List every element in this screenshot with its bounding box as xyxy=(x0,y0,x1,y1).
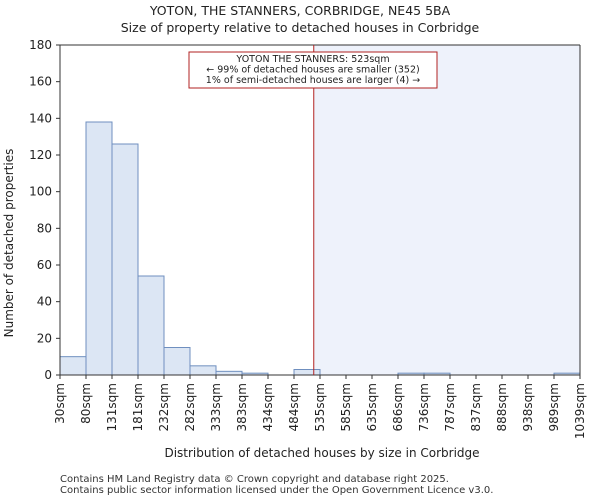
x-tick-label: 535sqm xyxy=(313,383,327,431)
annotation-line-3: 1% of semi-detached houses are larger (4… xyxy=(206,75,420,86)
footer-line-1: Contains HM Land Registry data © Crown c… xyxy=(60,474,449,485)
y-tick-label: 80 xyxy=(37,221,52,235)
histogram-bar xyxy=(293,369,321,376)
y-tick-label: 0 xyxy=(44,368,52,382)
histogram-bar xyxy=(189,365,217,376)
x-tick-label: 383sqm xyxy=(235,383,249,431)
x-tick-label: 837sqm xyxy=(469,383,483,431)
x-tick-label: 1039sqm xyxy=(573,383,587,439)
histogram-bar xyxy=(111,143,139,376)
x-axis-label: Distribution of detached houses by size … xyxy=(164,446,479,460)
x-tick-label: 434sqm xyxy=(261,383,275,431)
histogram-bar xyxy=(137,275,165,376)
axes-layer: 0 20 40 60 80 100 120 140 160 180 30sqm 80sqm 131sqm… xyxy=(29,38,587,439)
x-tick-label: 736sqm xyxy=(417,383,431,431)
y-tick-label: 100 xyxy=(29,185,52,199)
x-tick-label: 232sqm xyxy=(157,383,171,431)
y-tick-label: 20 xyxy=(37,331,52,345)
y-tick-label: 140 xyxy=(29,111,52,125)
x-tick-label: 131sqm xyxy=(105,383,119,431)
annotation-box xyxy=(188,51,438,89)
x-tick-label: 989sqm xyxy=(547,383,561,431)
x-tick-label: 181sqm xyxy=(131,383,145,431)
y-tick-label: 120 xyxy=(29,148,52,162)
y-tick-label: 180 xyxy=(29,38,52,52)
footer-line-2: Contains public sector information licen… xyxy=(60,485,494,496)
annotation-layer: YOTON THE STANNERS: 523sqm← 99% of detac… xyxy=(188,51,438,89)
x-tick-label: 80sqm xyxy=(79,383,93,424)
x-tick-label: 888sqm xyxy=(495,383,509,431)
histogram-bar xyxy=(85,121,113,376)
larger-region-highlight xyxy=(313,45,580,375)
y-tick-label: 40 xyxy=(37,295,52,309)
x-tick-label: 30sqm xyxy=(53,383,67,424)
x-tick-label: 282sqm xyxy=(183,383,197,431)
x-tick-label: 787sqm xyxy=(443,383,457,431)
x-tick-label: 585sqm xyxy=(339,383,353,431)
histogram-bar xyxy=(59,356,87,376)
x-tick-label: 484sqm xyxy=(287,383,301,431)
y-tick-label: 60 xyxy=(37,258,52,272)
bars-layer xyxy=(59,121,581,376)
chart-subtitle: Size of property relative to detached ho… xyxy=(120,20,480,35)
x-tick-label: 938sqm xyxy=(521,383,535,431)
annotation-line-2: ← 99% of detached houses are smaller (35… xyxy=(206,65,419,76)
annotation-line-1: YOTON THE STANNERS: 523sqm xyxy=(235,54,389,65)
y-tick-label: 160 xyxy=(29,75,52,89)
highlight-layer xyxy=(313,45,580,375)
x-tick-label: 686sqm xyxy=(391,383,405,431)
histogram-bar xyxy=(215,370,243,376)
histogram-bar xyxy=(163,347,191,376)
x-tick-label: 333sqm xyxy=(209,383,223,431)
y-axis-label: Number of detached properties xyxy=(2,149,16,338)
chart-title: YOTON, THE STANNERS, CORBRIDGE, NE45 5BA xyxy=(149,3,451,18)
x-tick-label: 635sqm xyxy=(365,383,379,431)
